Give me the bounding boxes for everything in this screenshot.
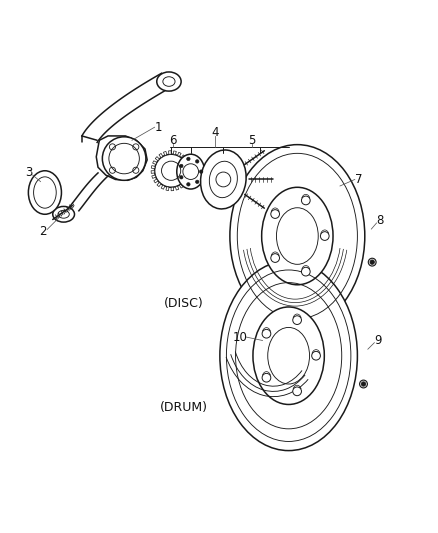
Polygon shape <box>159 154 163 158</box>
Circle shape <box>187 157 190 160</box>
Circle shape <box>301 267 310 276</box>
Polygon shape <box>166 187 169 191</box>
Polygon shape <box>180 184 184 188</box>
Polygon shape <box>187 163 191 166</box>
Ellipse shape <box>157 72 181 91</box>
Polygon shape <box>187 168 191 171</box>
Polygon shape <box>152 161 157 164</box>
Ellipse shape <box>201 150 246 209</box>
Polygon shape <box>187 173 191 176</box>
Text: 5: 5 <box>248 134 255 147</box>
Circle shape <box>155 154 187 187</box>
Circle shape <box>271 254 279 262</box>
Circle shape <box>361 382 366 386</box>
Polygon shape <box>157 182 161 187</box>
Text: 1: 1 <box>154 121 162 134</box>
Circle shape <box>301 196 310 205</box>
Polygon shape <box>163 151 167 156</box>
Text: 4: 4 <box>211 126 219 139</box>
Circle shape <box>195 160 199 163</box>
Polygon shape <box>152 175 156 179</box>
Polygon shape <box>173 151 177 155</box>
Text: 7: 7 <box>354 173 362 186</box>
Polygon shape <box>171 187 174 191</box>
Circle shape <box>195 180 199 183</box>
Polygon shape <box>169 151 171 155</box>
Circle shape <box>262 374 271 382</box>
Ellipse shape <box>28 171 61 214</box>
Polygon shape <box>177 152 181 156</box>
Polygon shape <box>151 166 155 168</box>
Circle shape <box>262 329 271 338</box>
Text: (DRUM): (DRUM) <box>160 401 208 415</box>
Circle shape <box>360 380 367 388</box>
Circle shape <box>293 316 301 325</box>
Ellipse shape <box>261 187 333 285</box>
Ellipse shape <box>177 154 205 189</box>
Circle shape <box>180 175 183 179</box>
Polygon shape <box>151 171 155 173</box>
Circle shape <box>187 183 190 186</box>
Circle shape <box>271 209 279 219</box>
Polygon shape <box>96 136 147 180</box>
Ellipse shape <box>253 307 324 405</box>
Text: 6: 6 <box>170 134 177 147</box>
Circle shape <box>180 164 183 168</box>
Circle shape <box>321 232 329 240</box>
Circle shape <box>199 170 203 173</box>
Polygon shape <box>185 177 190 181</box>
Polygon shape <box>155 157 159 160</box>
Ellipse shape <box>220 261 357 450</box>
Circle shape <box>370 260 374 264</box>
Polygon shape <box>181 155 185 159</box>
Polygon shape <box>184 158 188 163</box>
Polygon shape <box>183 181 187 185</box>
Ellipse shape <box>230 144 365 327</box>
Polygon shape <box>175 186 179 190</box>
Circle shape <box>102 137 146 180</box>
Text: 9: 9 <box>374 334 381 347</box>
Text: 8: 8 <box>376 214 384 227</box>
Polygon shape <box>161 185 165 189</box>
Circle shape <box>368 258 376 266</box>
Circle shape <box>293 387 301 395</box>
Ellipse shape <box>53 206 74 222</box>
Text: 3: 3 <box>25 166 32 180</box>
Text: 10: 10 <box>233 330 247 343</box>
Text: (DISC): (DISC) <box>164 297 204 310</box>
Text: 2: 2 <box>39 225 46 238</box>
Circle shape <box>312 351 321 360</box>
Polygon shape <box>154 179 158 183</box>
